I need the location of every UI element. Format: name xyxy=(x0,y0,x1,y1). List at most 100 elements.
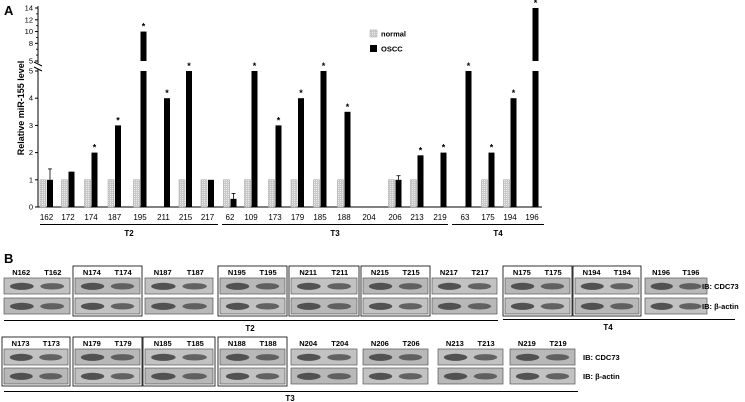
x-tick-label: 204 xyxy=(362,213,376,222)
group-label-T4: T4 xyxy=(493,229,503,238)
band xyxy=(9,372,33,380)
band xyxy=(9,353,33,361)
blot-actin-N217 xyxy=(431,297,498,315)
sample-label-N194: N194 xyxy=(583,268,602,277)
sample-label-T213: T213 xyxy=(478,339,495,348)
western-blots: N162 T162 N174 T174 N187 T187 N195 T195 N211 T211… xyxy=(1,265,739,402)
band xyxy=(110,283,135,290)
x-tick-label: 219 xyxy=(433,213,447,222)
bar-normal-185 xyxy=(313,179,320,208)
blot-actin-N195 xyxy=(219,297,286,315)
band xyxy=(151,282,176,290)
y-tick-label: 12 xyxy=(25,15,33,24)
blot-cdc73-N219 xyxy=(509,348,576,366)
band xyxy=(151,372,176,380)
legend-swatch-normal xyxy=(369,29,378,38)
band xyxy=(255,283,280,290)
bar-oscc-213 xyxy=(417,155,424,207)
sample-label-N173: N173 xyxy=(12,339,30,348)
blot-cdc73-N185 xyxy=(144,348,214,366)
sample-label-T173: T173 xyxy=(43,339,60,348)
significance-star: * xyxy=(253,61,257,71)
blot-cdc73-N217 xyxy=(431,277,498,295)
band xyxy=(368,282,393,290)
band xyxy=(151,353,176,361)
bar-normal-195 xyxy=(133,179,140,208)
x-tick-label: 206 xyxy=(388,213,402,222)
bar-oscc-215 xyxy=(186,71,192,207)
band xyxy=(467,303,492,310)
sample-label-T162: T162 xyxy=(44,268,61,277)
band xyxy=(510,282,535,290)
significance-star: * xyxy=(512,88,516,98)
band xyxy=(327,303,352,310)
sample-label-N187: N187 xyxy=(154,268,172,277)
band xyxy=(398,354,423,361)
band xyxy=(225,282,250,290)
x-tick-label: 217 xyxy=(201,213,215,222)
sample-label-N188: N188 xyxy=(228,339,246,348)
x-tick-label: 179 xyxy=(291,213,305,222)
significance-star: * xyxy=(277,115,281,125)
ib-cdc73-label-row2: IB: CDC73 xyxy=(583,353,620,362)
band xyxy=(610,283,634,290)
band xyxy=(110,373,135,380)
band xyxy=(255,303,280,310)
band xyxy=(182,373,207,380)
significance-star: * xyxy=(142,22,146,32)
band xyxy=(296,302,321,310)
lane-frame xyxy=(217,265,288,317)
significance-star: * xyxy=(467,61,471,71)
blot-cdc73-N211 xyxy=(290,277,358,295)
blot-group-label-T3: T3 xyxy=(285,394,295,402)
legend-label-oscc: OSCC xyxy=(381,45,403,54)
band xyxy=(225,302,250,310)
bar-oscc-219 xyxy=(440,152,447,207)
band xyxy=(296,353,321,361)
bar-oscc-188 xyxy=(344,111,351,207)
bar-normal-187 xyxy=(107,179,115,208)
significance-star: * xyxy=(93,143,97,153)
sample-label-T175: T175 xyxy=(545,268,562,277)
ib-cdc73-label-row1: IB: CDC73 xyxy=(702,282,739,291)
group-label-T2: T2 xyxy=(124,229,134,238)
band xyxy=(515,353,540,361)
lane-frame xyxy=(142,336,216,387)
y-tick-label: 14 xyxy=(25,4,33,13)
sample-label-N175: N175 xyxy=(513,268,531,277)
bar-oscc-175 xyxy=(488,152,495,207)
band xyxy=(151,302,176,310)
blot-actin-N219 xyxy=(509,367,576,385)
bar-oscc-62 xyxy=(230,198,237,207)
sample-label-N162: N162 xyxy=(12,268,30,277)
band xyxy=(296,372,321,380)
bar-normal-173 xyxy=(268,179,275,208)
band xyxy=(182,303,207,310)
sample-label-T206: T206 xyxy=(403,339,420,348)
sample-label-N179: N179 xyxy=(83,339,101,348)
lane-frame xyxy=(72,336,143,387)
x-tick-label: 196 xyxy=(525,213,539,222)
blot-group-label-T2: T2 xyxy=(245,324,255,333)
band xyxy=(580,302,604,310)
band xyxy=(110,354,135,361)
x-tick-label: 211 xyxy=(157,213,170,222)
lane-frame xyxy=(72,265,143,317)
band xyxy=(225,372,250,380)
group-label-T3: T3 xyxy=(330,229,340,238)
lane-frame xyxy=(288,265,360,317)
sample-label-T196: T196 xyxy=(682,268,699,277)
bar-oscc-179 xyxy=(298,98,304,207)
band xyxy=(9,302,34,310)
sample-label-N211: N211 xyxy=(299,268,317,277)
bar-oscc-217 xyxy=(208,179,214,207)
sample-label-N213: N213 xyxy=(446,339,464,348)
band xyxy=(443,372,468,380)
band xyxy=(473,373,498,380)
bar-normal-217 xyxy=(200,179,208,208)
sample-label-T217: T217 xyxy=(472,268,489,277)
sample-label-N185: N185 xyxy=(154,339,172,348)
x-tick-label: 175 xyxy=(481,213,495,222)
blot-cdc73-N179 xyxy=(74,348,141,366)
